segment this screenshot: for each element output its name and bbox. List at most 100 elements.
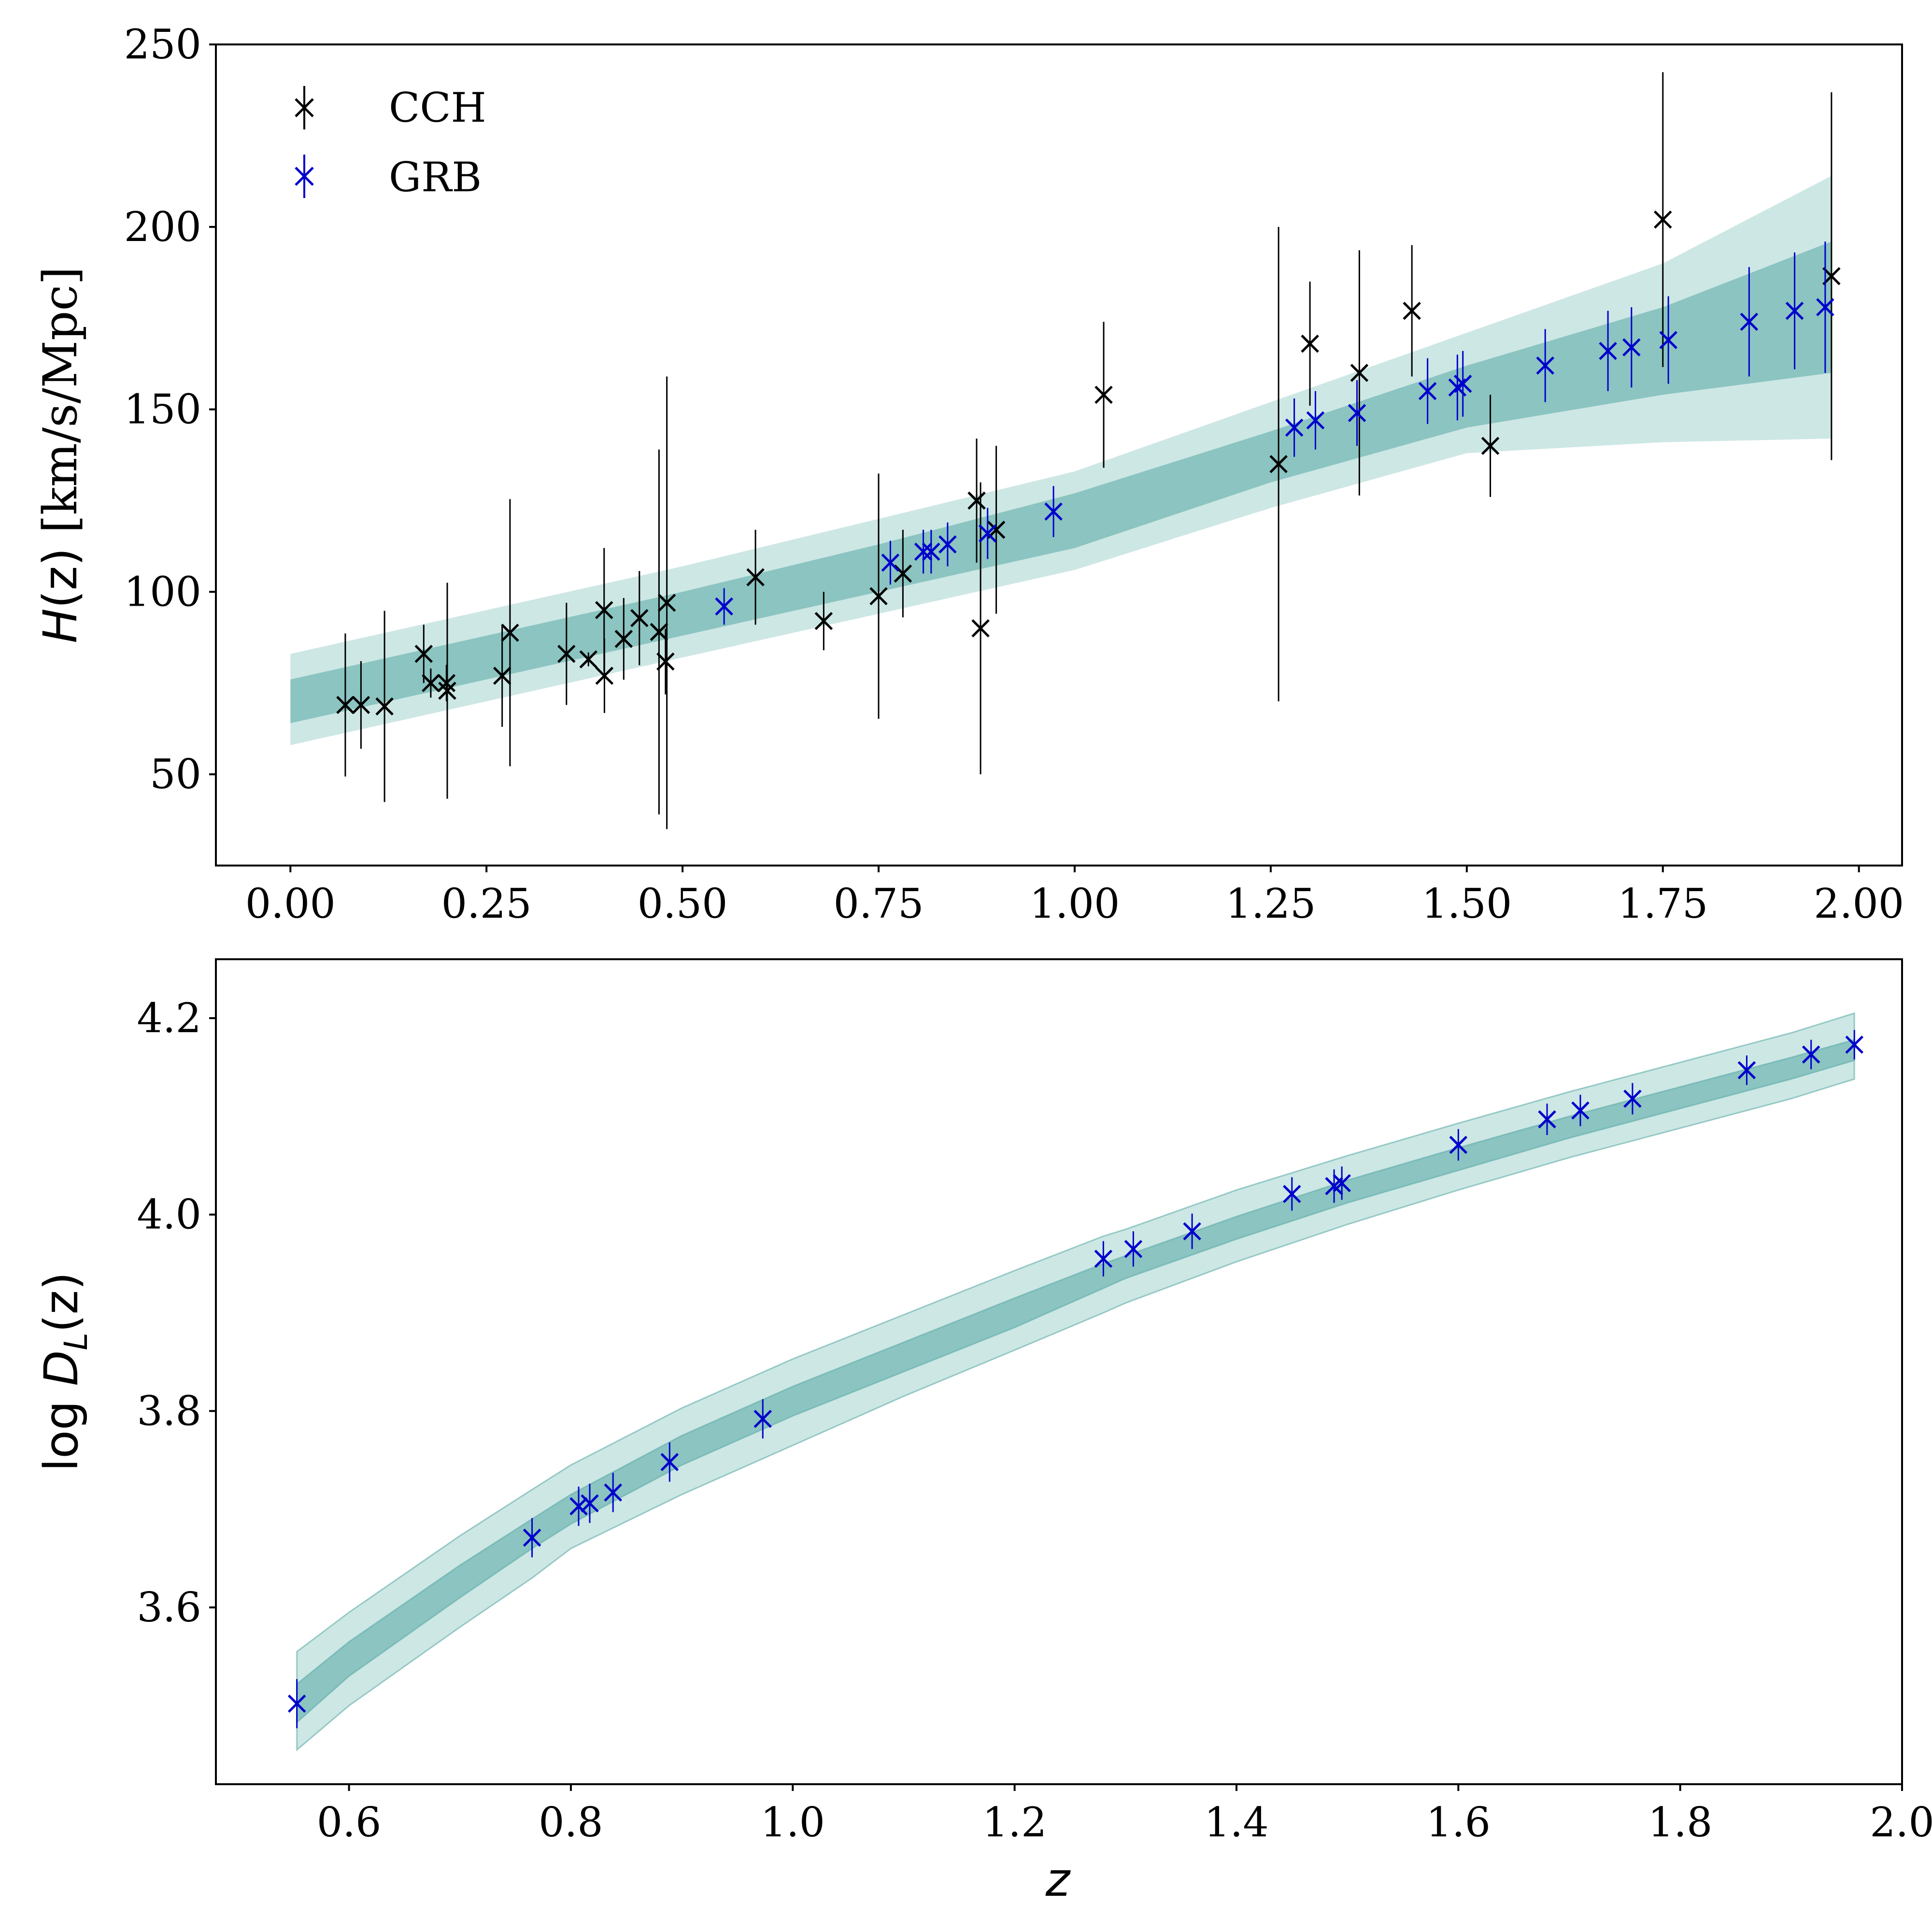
grb-dl-point — [1094, 1241, 1113, 1277]
grb-dl-marker — [1571, 1101, 1590, 1120]
grb-dl-point — [1623, 1083, 1642, 1115]
cch-marker — [438, 682, 456, 700]
cch-point — [414, 625, 433, 683]
cch-marker — [1653, 210, 1672, 229]
grb-dl-marker — [523, 1528, 541, 1547]
cch-point — [352, 661, 370, 749]
cch-point — [438, 582, 456, 799]
grb-dl-point — [569, 1486, 588, 1526]
grb-dl-series — [287, 1030, 1864, 1729]
cch-point — [595, 639, 614, 713]
cch-point — [1481, 395, 1500, 497]
cch-point — [967, 439, 986, 563]
grb-point — [1740, 267, 1759, 377]
bottom-y-tick-label: 4.0 — [137, 1191, 201, 1238]
grb-dl-point — [1802, 1039, 1820, 1069]
cch-point — [375, 611, 394, 802]
cch-marker — [352, 696, 370, 714]
grb-dl-point — [1571, 1094, 1590, 1126]
cch-marker — [501, 624, 519, 642]
cch-marker — [1269, 455, 1288, 473]
cch-marker — [1350, 364, 1369, 382]
top-y-tick-label: 150 — [124, 386, 201, 433]
top-y-axis-label: H(z) [km/s/Mpc] — [33, 267, 87, 643]
legend-marker-cch — [295, 86, 314, 129]
cch-point — [1822, 92, 1841, 460]
bottom-x-tick-label: 1.0 — [760, 1799, 825, 1846]
top-x-tick-label: 1.75 — [1618, 880, 1708, 927]
bottom-x-tick-label: 1.2 — [982, 1799, 1047, 1846]
grb-point — [1285, 398, 1304, 457]
legend-label-grb: GRB — [389, 154, 482, 201]
bottom-y-tick-label: 3.6 — [137, 1584, 201, 1631]
grb-point — [1599, 311, 1617, 391]
h-band-1sigma — [290, 242, 1832, 724]
bottom-x-axis: 0.6 0.8 1.0 1.2 1.4 1.6 1.8 2.0 — [317, 1784, 1932, 1846]
legend-label-cch: CCH — [389, 84, 486, 131]
grb-point — [881, 540, 900, 585]
grb-dl-marker — [604, 1483, 622, 1502]
cch-marker — [595, 601, 613, 619]
cch-marker — [657, 594, 676, 612]
cch-point — [1301, 282, 1319, 406]
cch-marker — [650, 623, 668, 641]
grb-marker — [978, 524, 997, 543]
cch-marker — [1403, 301, 1421, 320]
top-x-tick-label: 0.00 — [245, 880, 336, 927]
grb-point — [978, 508, 997, 559]
grb-dl-point — [1737, 1055, 1756, 1085]
cch-marker — [746, 568, 765, 586]
top-x-tick-label: 2.00 — [1814, 880, 1904, 927]
grb-point — [1453, 351, 1472, 417]
cch-marker — [579, 650, 598, 668]
top-y-tick-label: 200 — [124, 203, 201, 251]
grb-dl-marker — [287, 1694, 306, 1713]
cch-point — [614, 598, 633, 680]
bottom-x-axis-label: z — [1045, 1853, 1071, 1907]
cch-marker — [971, 619, 990, 638]
cch-marker — [336, 696, 355, 714]
grb-marker — [922, 542, 940, 561]
cch-point — [746, 529, 765, 625]
grb-marker — [1659, 331, 1677, 349]
grb-dl-marker — [1802, 1045, 1820, 1064]
grb-dl-marker — [1124, 1240, 1143, 1258]
grb-marker — [1816, 298, 1834, 316]
cch-point — [971, 482, 990, 775]
grb-point — [1348, 380, 1366, 446]
bottom-x-tick-label: 0.8 — [539, 1799, 603, 1846]
bottom-x-tick-label: 1.8 — [1648, 1799, 1713, 1846]
log-dl-panel: 0.6 0.8 1.0 1.2 1.4 1.6 1.8 2.0 3.6 3.8 4.0 4.2 lo… — [34, 958, 1932, 1907]
top-x-tick-label: 0.50 — [638, 880, 728, 927]
cch-marker — [967, 491, 986, 510]
bottom-y-tick-label: 3.8 — [137, 1387, 201, 1435]
grb-dl-point — [1283, 1177, 1301, 1211]
cch-point — [493, 625, 511, 727]
cch-marker — [614, 630, 633, 648]
grb-dl-point — [1449, 1129, 1468, 1161]
bottom-y-axis-label: log DL(z) — [34, 1272, 95, 1472]
grb-marker — [881, 554, 900, 572]
grb-dl-point — [581, 1483, 599, 1523]
grb-marker — [1536, 356, 1554, 375]
grb-dl-marker — [1183, 1222, 1201, 1241]
grb-dl-point — [1124, 1231, 1143, 1267]
grb-dl-marker — [1283, 1185, 1301, 1203]
grb-marker — [938, 535, 957, 554]
cch-marker — [493, 667, 511, 685]
grb-dl-point — [660, 1442, 679, 1482]
cch-point — [869, 473, 888, 719]
grb-dl-marker — [1737, 1061, 1756, 1080]
top-y-axis: 50 100 150 200 250 — [124, 21, 216, 798]
top-x-tick-label: 1.00 — [1029, 880, 1120, 927]
cch-point — [1653, 72, 1672, 367]
h-inner-band — [290, 242, 1832, 724]
cch-marker — [557, 645, 576, 663]
cch-point — [1350, 250, 1369, 496]
bottom-x-tick-label: 0.6 — [317, 1799, 382, 1846]
cch-point — [579, 650, 598, 668]
bottom-x-tick-label: 2.0 — [1870, 1799, 1932, 1846]
grb-marker — [1348, 404, 1366, 422]
cch-marker — [869, 587, 888, 606]
cch-marker — [630, 609, 649, 627]
